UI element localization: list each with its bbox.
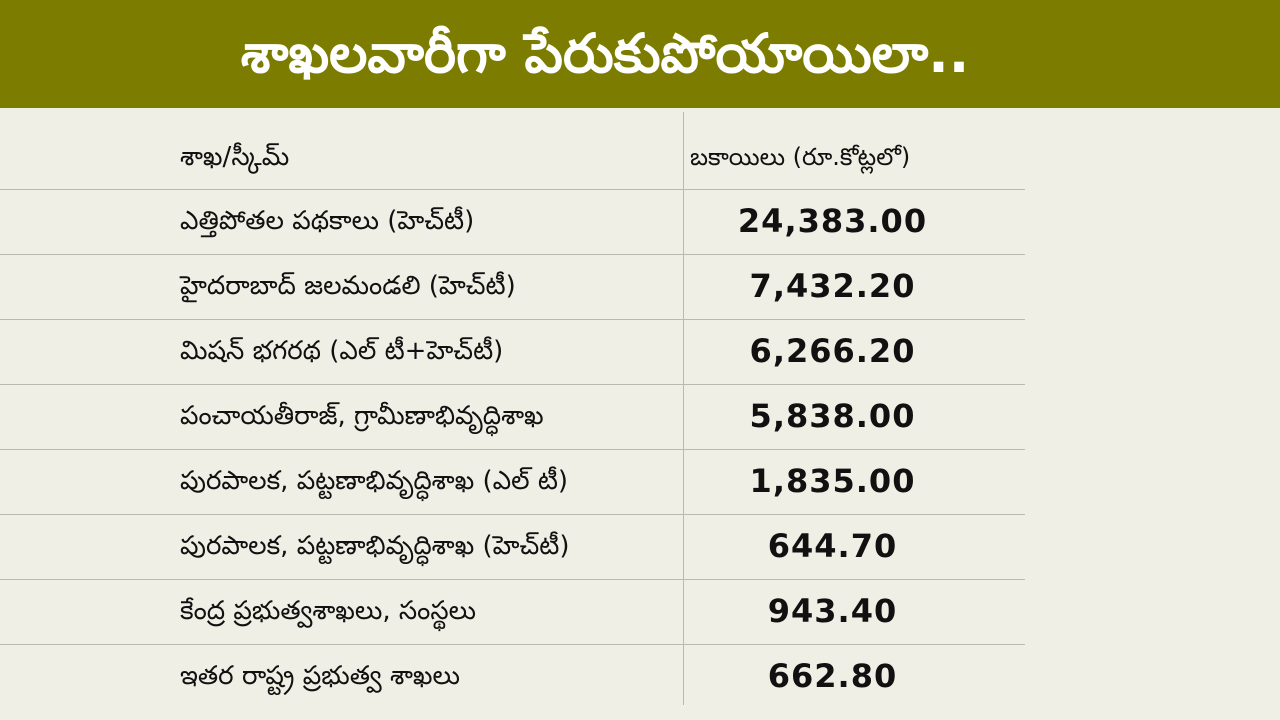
title: శాఖలవారీగా పేరుకుపోయాయిలా..	[240, 22, 970, 85]
scheme-cell: పురపాలక, పట్టణాభివృద్ధిశాఖ (ఎల్ టీ)	[180, 466, 569, 496]
amount-cell: 1,835.00	[749, 462, 916, 500]
row-divider	[0, 579, 1025, 580]
scheme-cell: మిషన్ భగరథ (ఎల్ టీ+హెచ్‌టీ)	[180, 336, 504, 366]
row-divider	[0, 449, 1025, 450]
amount-cell: 7,432.20	[749, 267, 916, 305]
scheme-cell: ఇతర రాష్ట్ర ప్రభుత్వ శాఖలు	[180, 661, 460, 691]
scheme-cell: పంచాయతీరాజ్, గ్రామీణాభివృద్ధిశాఖ	[180, 401, 544, 431]
amount-cell: 5,838.00	[749, 397, 916, 435]
row-divider	[0, 514, 1025, 515]
amount-cell: 644.70	[767, 527, 898, 565]
row-divider	[0, 319, 1025, 320]
title-bar: శాఖలవారీగా పేరుకుపోయాయిలా..	[0, 0, 1280, 108]
scheme-cell: కేంద్ర ప్రభుత్వశాఖలు, సంస్థలు	[180, 596, 477, 626]
scheme-cell: ఎత్తిపోతల పథకాలు (హెచ్‌టీ)	[180, 206, 475, 236]
amount-cell: 6,266.20	[749, 332, 916, 370]
header-cell: బకాయిలు (రూ.కోట్లలో)	[690, 143, 911, 171]
row-divider	[0, 189, 1025, 190]
column-divider	[683, 112, 684, 705]
amount-cell: 662.80	[767, 657, 898, 695]
row-divider	[0, 384, 1025, 385]
scheme-cell: హైదరాబాద్ జలమండలి (హెచ్‌టీ)	[180, 271, 516, 301]
row-divider	[0, 644, 1025, 645]
amount-cell: 24,383.00	[737, 202, 928, 240]
header-cell: శాఖ/స్కీమ్	[180, 142, 290, 172]
row-divider	[0, 254, 1025, 255]
amount-cell: 943.40	[767, 592, 898, 630]
scheme-cell: పురపాలక, పట్టణాభివృద్ధిశాఖ (హెచ్‌టీ)	[180, 531, 570, 561]
